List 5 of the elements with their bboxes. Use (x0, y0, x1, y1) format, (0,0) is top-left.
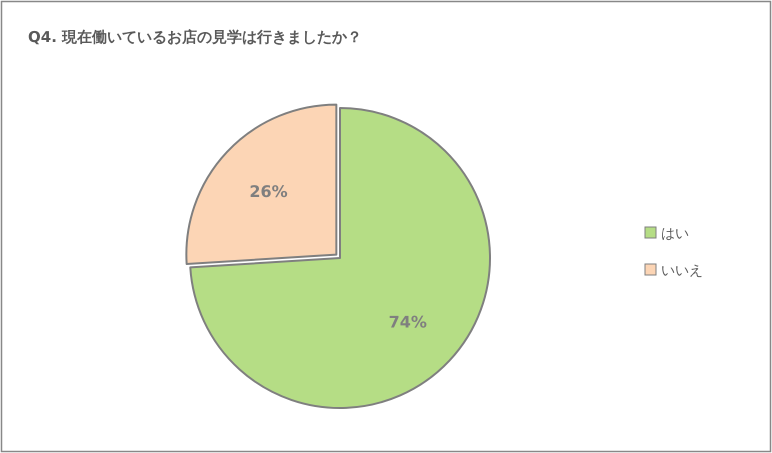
data-label: 74% (388, 312, 427, 332)
chart-title: Q4. 現在働いているお店の見学は行きましたか？ (28, 28, 362, 46)
legend-label: はい (661, 226, 689, 242)
legend-label: いいえ (661, 263, 703, 279)
data-label: 26% (249, 182, 288, 201)
